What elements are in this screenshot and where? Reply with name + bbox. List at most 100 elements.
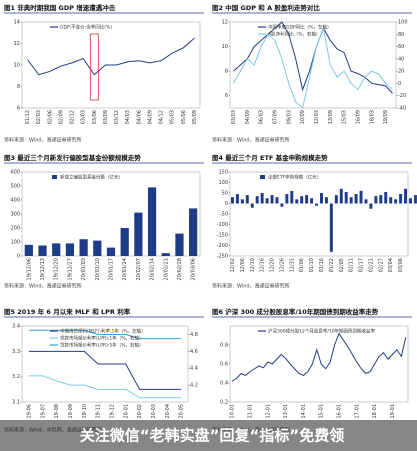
highlight-box <box>89 33 99 101</box>
y-tick-label: 3.4 <box>12 324 20 330</box>
x-tick-label: 19-12 <box>109 404 115 419</box>
chart-title: 图3 最近三个月新发行偏股型基金份额规模走势 <box>4 153 141 162</box>
x-tick-label: 15/03 <box>342 110 348 124</box>
bar <box>329 203 333 252</box>
y-tick-label: 0 <box>225 201 228 207</box>
y2-tick-label: 4.2 <box>190 383 198 389</box>
x-tick-label: 02/12 <box>70 110 76 124</box>
x-tick-label: 01/06 <box>299 258 305 272</box>
x-tick-label: 20/03/06 <box>191 258 197 280</box>
x-tick-label: 19/12/13 <box>40 258 46 280</box>
x-tick-label: 02/09 <box>58 110 64 124</box>
y-tick-label: 10 <box>14 63 20 69</box>
y2-tick-label: 20 <box>398 69 404 75</box>
line-series <box>28 329 182 340</box>
x-tick-label: 04/03 <box>125 110 131 124</box>
plot-frame <box>229 325 409 403</box>
bar <box>270 195 274 204</box>
bar <box>189 208 198 256</box>
x-tick-label: 09/03 <box>286 110 292 124</box>
legend-label: A股净利同比（%，右轴） <box>268 31 320 38</box>
y-tick-label: -50 <box>220 212 228 218</box>
x-tick-label: 12/20 <box>270 258 276 272</box>
x-tick-label: 04/09 <box>147 110 153 124</box>
x-tick-label: 02/17 <box>359 258 365 272</box>
bar <box>310 198 314 204</box>
x-tick-label: 18/03 <box>369 110 375 124</box>
bar <box>389 197 393 204</box>
y2-tick-label: 4.6 <box>190 349 198 355</box>
x-tick-label: 19-09 <box>68 404 74 419</box>
bar <box>147 187 157 256</box>
bar <box>230 197 234 204</box>
x-tick-label: 19-08 <box>54 404 60 419</box>
y-tick-label: 8 <box>225 69 228 75</box>
y-tick-label: 50 <box>222 191 228 197</box>
x-tick-label: 03/12 <box>114 110 120 124</box>
y-tick-label: 6 <box>225 93 228 99</box>
chart-title: 图6 沪深 300 成分股股息率/10年期国债到期收益率走势 <box>212 307 379 316</box>
x-tick-label: 03/03 <box>81 110 87 124</box>
x-tick-label: 02/05 <box>339 258 345 272</box>
x-tick-label: 15-01 <box>319 404 325 419</box>
watermark: 关注微信“老韩实盘”回复“指标”免费领 <box>80 427 344 445</box>
x-tick-label: 16-01 <box>337 404 343 419</box>
bar <box>305 195 309 204</box>
bar <box>134 212 143 256</box>
bar <box>120 228 129 256</box>
source: 资料来源：Wind，海通证券研究所 <box>212 283 290 290</box>
watermark-band <box>0 420 417 451</box>
x-tick-label: 07/09 <box>272 110 278 124</box>
x-tick-label: 20-02 <box>137 404 143 419</box>
line-series <box>27 37 195 76</box>
chart-title: 图4 最近三个月 ETF 基金申购规模走势 <box>212 153 328 162</box>
legend-label: GDP:不变价:当季同比(%) <box>60 24 112 31</box>
bar <box>38 245 47 256</box>
x-tick-label: 03/09 <box>103 110 109 124</box>
x-tick-label: 12/02 <box>230 258 236 272</box>
bar <box>413 195 417 204</box>
bar <box>65 243 75 256</box>
x-tick-label: 20-04 <box>165 404 171 419</box>
x-tick-label: 19-10 <box>82 404 88 419</box>
y-tick-label: -200 <box>217 243 228 249</box>
x-tick-label: 04/09 <box>245 110 251 124</box>
x-tick-label: 20/01/17 <box>109 258 115 280</box>
x-tick-label: 20/02/21 <box>163 258 169 280</box>
source: 资料来源：Wind，海通证券研究所 <box>212 137 290 144</box>
y-tick-label: 100 <box>218 180 228 186</box>
y2-tick-label: 80 <box>398 32 404 38</box>
plot-frame <box>21 325 189 403</box>
y2-tick-label: 4.4 <box>190 366 198 372</box>
x-tick-label: 12/16 <box>260 258 266 272</box>
x-tick-label: 04/12 <box>159 110 165 124</box>
x-tick-label: 19-07 <box>40 404 46 419</box>
x-tick-label: 20/02/14 <box>150 258 156 280</box>
x-tick-label: 02/11 <box>349 258 355 272</box>
bar <box>280 203 284 207</box>
source: 资料来源：Wind，海通证券研究所 <box>4 283 82 290</box>
x-tick-label: 19/12/06 <box>26 258 32 280</box>
y-tick-label: 0 <box>17 254 20 260</box>
legend-label: 全部ETF申购规模（亿元） <box>268 174 321 181</box>
y2-tick-label: 0 <box>398 81 401 87</box>
x-tick-label: 20-05 <box>179 404 185 419</box>
x-tick-label: 01/10 <box>309 258 315 272</box>
y-tick-label: 0.2 <box>220 400 228 406</box>
y2-tick-label: 100 <box>398 20 408 26</box>
y-tick-label: 8 <box>17 84 20 90</box>
bar <box>339 188 343 204</box>
y-tick-label: 200 <box>10 226 20 232</box>
y2-tick-label: -20 <box>398 93 406 99</box>
y2-tick-label: 40 <box>398 56 404 62</box>
line-series <box>28 350 182 390</box>
bar <box>161 253 170 256</box>
chart-title: 图5 2019 年 6 月以来 MLF 和 LPR 利率 <box>4 307 131 316</box>
x-tick-label: 05/09 <box>192 110 198 124</box>
bar <box>245 195 249 204</box>
x-tick-label: 06/03 <box>259 110 265 124</box>
y-tick-label: 600 <box>10 170 20 176</box>
y-tick-label: 12 <box>14 41 20 47</box>
x-tick-label: 05/06 <box>181 110 187 124</box>
x-tick-label: 02/27 <box>378 258 384 272</box>
